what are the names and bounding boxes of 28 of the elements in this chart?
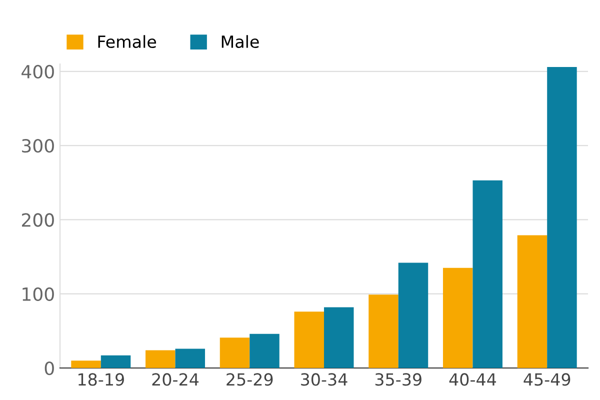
y-tick-label: 300 bbox=[22, 139, 54, 153]
legend-label: Male bbox=[222, 35, 259, 48]
x-tick-label: 18-19 bbox=[78, 373, 124, 386]
y-tick-label: 400 bbox=[22, 64, 54, 79]
x-tick-label: 30-34 bbox=[301, 373, 348, 386]
bar bbox=[547, 66, 577, 368]
bar bbox=[442, 268, 473, 368]
bar bbox=[175, 348, 206, 368]
x-tick-label: 45-49 bbox=[524, 373, 570, 386]
bar bbox=[398, 262, 428, 368]
y-tick-label: 0 bbox=[44, 361, 54, 376]
bar bbox=[517, 235, 548, 368]
x-tick-label: 35-39 bbox=[375, 373, 422, 386]
bar bbox=[368, 294, 398, 368]
bar bbox=[294, 312, 324, 368]
bar bbox=[71, 360, 101, 368]
x-tick-label: 20-24 bbox=[152, 373, 199, 386]
bar bbox=[146, 350, 176, 368]
x-tick-label: 40-44 bbox=[449, 373, 496, 386]
bar bbox=[472, 180, 502, 368]
x-tick-label: 25-29 bbox=[226, 373, 273, 386]
legend-label: Female bbox=[98, 35, 156, 48]
bar bbox=[220, 338, 250, 368]
bar bbox=[100, 355, 131, 368]
bar bbox=[324, 307, 354, 368]
y-tick-label: 200 bbox=[22, 213, 54, 227]
y-tick-label: 100 bbox=[22, 287, 54, 301]
bar bbox=[250, 334, 280, 368]
